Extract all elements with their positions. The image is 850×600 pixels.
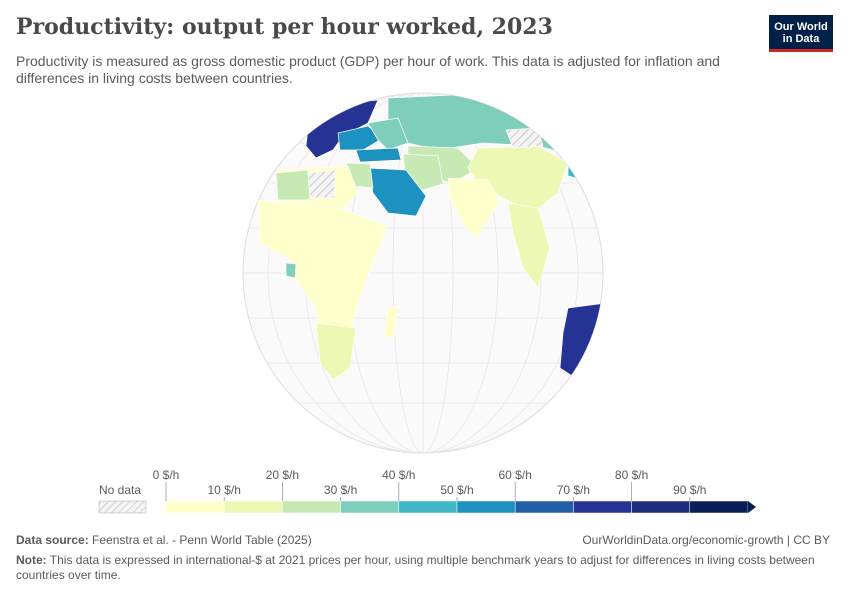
legend-bin-2[interactable] (282, 500, 341, 514)
globe-map[interactable] (238, 88, 608, 468)
legend-bin-9[interactable] (689, 500, 749, 514)
legend-color-bins (165, 500, 756, 514)
note-text: This data is expressed in international-… (16, 553, 815, 582)
owid-logo[interactable]: Our World in Data (769, 15, 833, 52)
data-source-text[interactable]: Feenstra et al. - Penn World Table (2025… (92, 533, 312, 547)
legend-bottom-label-2: 50 $/h (440, 483, 473, 497)
legend-bin-5[interactable] (456, 500, 516, 514)
region-india[interactable] (447, 177, 501, 239)
legend-no-data-swatch (98, 500, 147, 514)
region-southeast-asia[interactable] (507, 202, 551, 289)
legend-top-labels: 0 $/h 20 $/h 40 $/h 60 $/h 80 $/h (153, 468, 648, 501)
legend-bottom-labels: 10 $/h 30 $/h 50 $/h 70 $/h 90 $/h (208, 483, 706, 501)
legend-top-label-2: 40 $/h (382, 468, 415, 482)
legend-bin-3[interactable] (340, 500, 400, 514)
legend-bin-4[interactable] (398, 500, 458, 514)
data-source-label: Data source: (16, 533, 89, 547)
region-sahara-no-data[interactable] (307, 169, 337, 199)
legend-bin-8[interactable] (631, 500, 691, 514)
region-mongolia-no-data[interactable] (505, 127, 544, 149)
legend-arrow-tip (748, 501, 756, 513)
region-eastern-europe[interactable] (367, 117, 409, 151)
legend-bin-0[interactable] (165, 500, 225, 514)
legend-no-data-label: No data (99, 483, 141, 497)
source-url[interactable]: OurWorldinData.org/economic-growth | CC … (582, 533, 830, 547)
note-label: Note: (16, 553, 47, 567)
region-turkey[interactable] (355, 147, 402, 163)
chart-title: Productivity: output per hour worked, 20… (16, 14, 553, 40)
legend-bottom-label-3: 70 $/h (557, 483, 590, 497)
legend-bin-1[interactable] (223, 500, 283, 514)
chart-subtitle: Productivity is measured as gross domest… (16, 53, 720, 86)
legend-top-label-0: 0 $/h (153, 468, 180, 482)
logo-line-1: Our World (774, 21, 828, 33)
data-source: Data source: Feenstra et al. - Penn Worl… (16, 533, 312, 547)
logo-line-2: in Data (782, 33, 820, 45)
legend-bottom-label-1: 30 $/h (324, 483, 357, 497)
chart-note: Note: This data is expressed in internat… (16, 553, 831, 583)
legend-top-label-3: 60 $/h (499, 468, 532, 482)
region-central-europe[interactable] (337, 125, 384, 151)
region-algeria[interactable] (275, 169, 311, 201)
region-madagascar[interactable] (383, 305, 399, 339)
map-legend: No data 0 $/h 20 $/h 40 $/h 60 $/h 80 $/h 10… (98, 468, 756, 514)
region-southern-africa[interactable] (315, 322, 357, 381)
legend-bin-7[interactable] (573, 500, 632, 514)
region-japan[interactable] (567, 152, 579, 179)
legend-bottom-label-4: 90 $/h (673, 483, 706, 497)
legend-top-label-4: 80 $/h (615, 468, 648, 482)
legend-bin-6[interactable] (514, 500, 574, 514)
legend-bottom-label-0: 10 $/h (208, 483, 241, 497)
region-saudi-arabia[interactable] (367, 167, 427, 217)
legend-top-label-1: 20 $/h (266, 468, 299, 482)
region-gabon[interactable] (285, 262, 297, 279)
